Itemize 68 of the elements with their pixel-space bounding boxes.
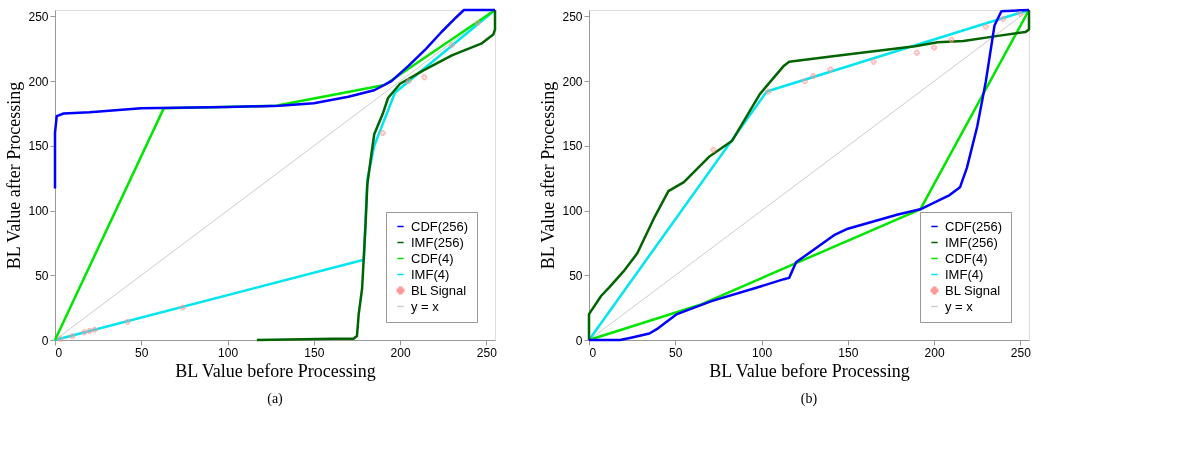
legend-label: CDF(256) [945, 218, 1003, 234]
y-tick-label: 100 [28, 204, 49, 219]
legend-label: CDF(4) [411, 250, 454, 266]
point [91, 326, 98, 333]
legend-label: CDF(4) [945, 250, 988, 266]
point [379, 130, 386, 136]
x-tick-label: 200 [924, 345, 945, 360]
point [710, 146, 717, 153]
text: (b) [800, 391, 818, 407]
legend-label: y = x [411, 298, 440, 314]
x-tick-label: 0 [55, 345, 63, 360]
x-tick-label: 250 [476, 345, 498, 360]
y-tick-label: 50 [569, 268, 583, 283]
point [405, 78, 412, 85]
y-tick-label: 250 [28, 9, 49, 24]
point [982, 23, 989, 30]
point [179, 304, 186, 311]
legend-label: BL Signal [945, 282, 1001, 298]
point [124, 318, 131, 325]
y-tick-label: 150 [562, 139, 583, 154]
y-axis-title: BL Value after Processing [4, 81, 25, 270]
y-tick-label: 100 [562, 204, 583, 219]
point [448, 42, 455, 48]
point [870, 58, 877, 65]
point [69, 333, 76, 340]
x-tick-label: 150 [838, 345, 859, 360]
y-tick-label: 200 [28, 74, 49, 89]
point [421, 74, 428, 81]
line-series [53, 8, 497, 190]
legend-label: y = x [945, 298, 974, 314]
x-tick-label: 100 [752, 345, 773, 360]
point [931, 44, 938, 51]
point [765, 88, 772, 95]
x-tick-label: 250 [1010, 345, 1032, 360]
point [801, 78, 808, 85]
point [474, 20, 481, 26]
x-tick-label: 150 [304, 345, 325, 360]
x-tick-label: 0 [589, 345, 597, 360]
point [57, 335, 64, 342]
point [948, 36, 955, 43]
legend-label: BL Signal [411, 282, 467, 298]
x-tick-label: 50 [135, 345, 149, 360]
y-tick-label: 0 [575, 333, 583, 348]
x-tick-label: 200 [390, 345, 411, 360]
point [810, 73, 817, 79]
point [827, 66, 834, 73]
x-tick-label: 100 [218, 345, 239, 360]
legend-label: IMF(256) [945, 234, 998, 250]
y-axis-title: BL Value after Processing [538, 81, 559, 270]
y-tick-label: 0 [41, 333, 49, 348]
y-tick-label: 50 [35, 268, 49, 283]
x-axis-title: BL Value before Processing [175, 360, 376, 381]
x-tick-label: 50 [669, 345, 683, 360]
x-axis-title: BL Value before Processing [709, 360, 910, 381]
point [1000, 16, 1007, 22]
y-tick-label: 250 [562, 9, 583, 24]
legend-label: CDF(256) [411, 218, 469, 234]
legend-label: IMF(4) [411, 266, 450, 282]
point [913, 49, 920, 56]
legend-label: IMF(256) [411, 234, 464, 250]
line-series [255, 8, 497, 342]
point [1017, 10, 1024, 17]
y-tick-label: 150 [28, 139, 49, 154]
y-tick-label: 200 [562, 74, 583, 89]
text: (a) [267, 391, 284, 407]
point [81, 329, 88, 336]
legend-label: IMF(4) [945, 266, 984, 282]
point [86, 328, 93, 334]
